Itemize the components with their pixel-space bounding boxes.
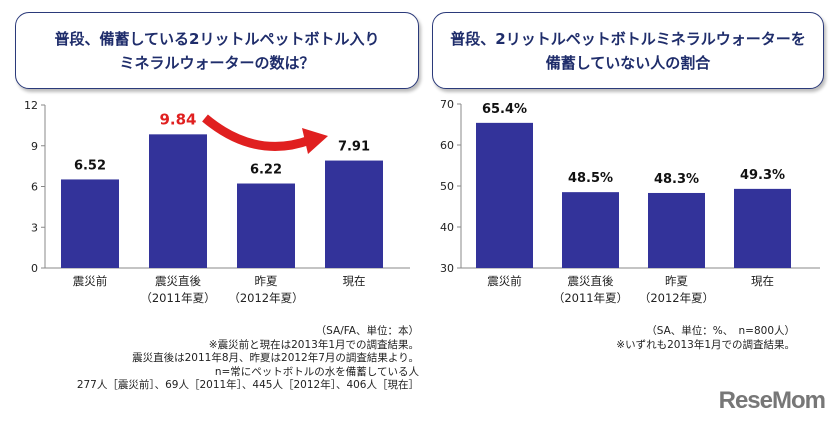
title-line: 普段、備蓄している2リットルペットボトル入り (54, 29, 380, 48)
left-notes: （SA/FA、単位：本） ※震災前と現在は2013年1月での調査結果。 震災直後… (77, 325, 419, 393)
title-line: ミネラルウォーターの数は？ (119, 53, 315, 72)
y-tick-label: 3 (31, 221, 38, 234)
note: （SA/FA、単位：本） (315, 325, 419, 337)
bar (237, 183, 295, 268)
y-tick-label: 12 (24, 99, 38, 112)
category-label: 震災前 (73, 274, 108, 288)
bar (476, 122, 533, 268)
data-label: 9.84 (159, 110, 196, 128)
data-label: 7.91 (338, 140, 370, 155)
category-label: （2012年夏） (639, 291, 714, 305)
note: （SA、単位：%、 n=800人） (646, 325, 795, 337)
note: 277人［震災前］、69人［2011年］、445人［2012年］、406人［現在… (76, 379, 419, 391)
category-label: 昨夏 (255, 274, 278, 288)
y-tick-label: 70 (440, 98, 454, 111)
note: ※いずれも2013年1月での調査結果。 (616, 338, 795, 351)
category-label: 昨夏 (665, 274, 688, 288)
bar (562, 192, 619, 268)
category-label: （2012年夏） (228, 291, 303, 305)
bar (325, 160, 383, 268)
resemom-logo: ReseMom (718, 387, 826, 414)
note: n=常にペットボトルの水を備蓄している人 (214, 365, 419, 378)
data-label: 65.4% (482, 102, 527, 117)
left-chart-title: 普段、備蓄している2リットルペットボトル入り ミネラルウォーターの数は？ (15, 12, 419, 89)
data-label: 6.22 (250, 163, 282, 178)
title-line: 備蓄していない人の割合 (545, 53, 711, 72)
y-tick-label: 50 (440, 180, 454, 193)
data-label: 48.3% (654, 172, 699, 187)
bar (149, 134, 207, 268)
bar (61, 179, 119, 268)
category-label: 震災直後 (155, 274, 201, 288)
increase-arrow (202, 114, 312, 151)
data-label: 48.5% (568, 171, 613, 186)
note: ※震災前と現在は2013年1月での調査結果。 (208, 338, 419, 351)
right-notes: （SA、単位：%、 n=800人） ※いずれも2013年1月での調査結果。 (616, 325, 795, 352)
y-tick-label: 60 (440, 139, 454, 152)
title-line: 普段、2リットルペットボトルミネラルウォーターを (450, 29, 806, 48)
y-tick-label: 6 (31, 181, 38, 194)
arrow-head (302, 128, 328, 154)
y-tick-label: 0 (31, 262, 38, 275)
y-tick-label: 9 (31, 140, 38, 153)
data-label: 6.52 (74, 158, 106, 173)
y-tick-label: 30 (440, 262, 454, 275)
note: 震災直後は2011年8月、昨夏は2012年7月の調査結果より。 (132, 352, 419, 364)
category-label: 震災前 (487, 274, 522, 288)
y-tick-label: 40 (440, 221, 454, 234)
category-label: 現在 (751, 274, 774, 288)
bar (734, 188, 791, 268)
data-label: 49.3% (740, 168, 785, 183)
right-chart-title: 普段、2リットルペットボトルミネラルウォーターを 備蓄していない人の割合 (432, 12, 824, 89)
category-label: （2011年夏） (553, 291, 628, 305)
category-label: 現在 (343, 274, 366, 288)
category-label: （2011年夏） (140, 291, 215, 305)
bar (648, 192, 705, 268)
category-label: 震災直後 (568, 274, 614, 288)
